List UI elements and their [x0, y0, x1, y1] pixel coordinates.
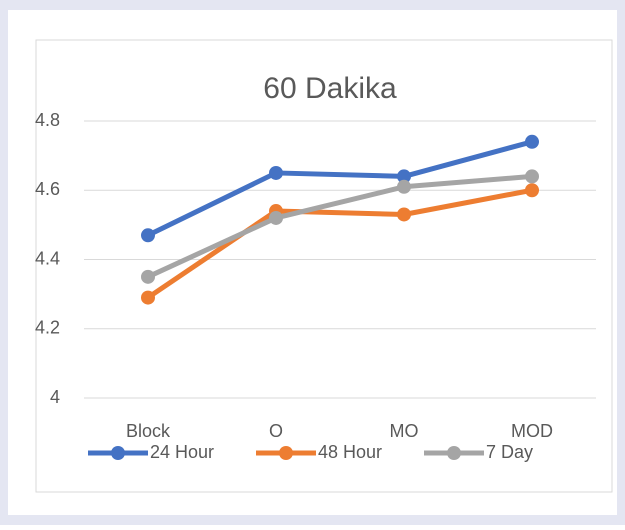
chart-frame: [35, 39, 613, 493]
data-point: [525, 134, 539, 149]
data-point: [269, 210, 283, 225]
y-tick-label: 4.2: [35, 318, 60, 338]
x-tick-label: Block: [126, 421, 171, 441]
series-line: [146, 173, 533, 280]
legend-marker: [279, 446, 293, 460]
data-point: [397, 179, 411, 194]
legend-label: 24 Hour: [150, 442, 214, 462]
chart-title: 60 Dakika: [263, 72, 397, 105]
y-tick-label: 4.8: [35, 110, 60, 130]
legend-marker: [447, 446, 461, 460]
y-tick-label: 4: [50, 387, 60, 407]
data-point: [397, 207, 411, 222]
legend-label: 48 Hour: [318, 442, 382, 462]
x-tick-label: MOD: [511, 421, 553, 441]
data-point: [141, 269, 155, 284]
x-tick-label: O: [269, 421, 283, 441]
data-point: [141, 290, 155, 305]
legend-label: 7 Day: [486, 442, 533, 462]
data-point: [269, 165, 283, 180]
data-point: [525, 169, 539, 184]
series-line: [146, 139, 533, 238]
legend-marker: [111, 446, 125, 460]
data-point: [397, 169, 411, 184]
y-tick-label: 4.6: [35, 179, 60, 199]
series-line: [146, 187, 533, 300]
y-tick-label: 4.4: [35, 248, 60, 268]
data-point: [141, 228, 155, 243]
data-point: [525, 183, 539, 198]
x-tick-label: MO: [390, 421, 419, 441]
